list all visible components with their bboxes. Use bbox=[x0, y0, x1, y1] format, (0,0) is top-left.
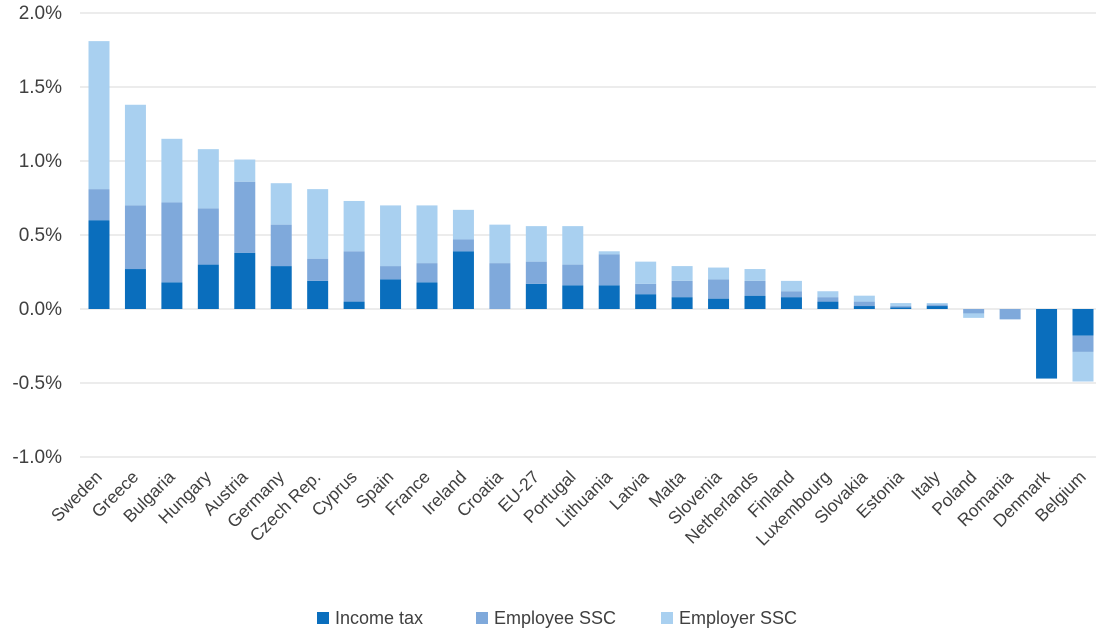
bar-segment-belgium-employee-ssc bbox=[1072, 335, 1094, 352]
bar-segment-ireland-employee-ssc bbox=[452, 239, 474, 252]
y-tick-label: 0.5% bbox=[19, 225, 62, 246]
bar-segment-lithuania-employee-ssc bbox=[598, 254, 620, 286]
bar-segment-malta-income-tax bbox=[671, 297, 693, 309]
bar-segment-austria-income-tax bbox=[234, 252, 256, 309]
bar-segment-cyprus-employer-ssc bbox=[343, 200, 365, 252]
bar-segment-spain-income-tax bbox=[380, 279, 402, 309]
bar-segment-netherlands-employee-ssc bbox=[744, 280, 766, 296]
bar-segment-slovakia-employer-ssc bbox=[853, 295, 875, 302]
bar-segment-estonia-income-tax bbox=[890, 307, 912, 309]
legend-label: Employee SSC bbox=[494, 608, 616, 628]
y-tick-label: 1.5% bbox=[19, 77, 62, 98]
bar-segment-denmark-income-tax bbox=[1036, 309, 1058, 379]
bar-segment-croatia-employee-ssc bbox=[489, 263, 511, 309]
legend-label: Employer SSC bbox=[679, 608, 797, 628]
legend-swatch bbox=[317, 612, 329, 624]
bar-segment-czech-rep--income-tax bbox=[307, 280, 329, 309]
bar-segment-eu-27-employee-ssc bbox=[525, 261, 547, 284]
bar-segment-spain-employee-ssc bbox=[380, 266, 402, 280]
bar-segment-italy-income-tax bbox=[926, 306, 948, 309]
bar-segment-germany-employee-ssc bbox=[270, 224, 292, 267]
bar-segment-luxembourg-income-tax bbox=[817, 301, 839, 309]
bar-segment-france-employer-ssc bbox=[416, 205, 438, 264]
bar-segment-italy-employer-ssc bbox=[926, 303, 948, 305]
bar-segment-netherlands-employer-ssc bbox=[744, 269, 766, 281]
bar-segment-slovenia-income-tax bbox=[708, 298, 730, 309]
bar-segment-czech-rep--employer-ssc bbox=[307, 189, 329, 259]
bar-segment-sweden-income-tax bbox=[88, 220, 110, 309]
bar-segment-italy-employee-ssc bbox=[926, 304, 948, 307]
bar-segment-portugal-income-tax bbox=[562, 285, 584, 309]
bar-segment-portugal-employer-ssc bbox=[562, 226, 584, 265]
bar-segment-netherlands-income-tax bbox=[744, 295, 766, 309]
bar-segment-belgium-employer-ssc bbox=[1072, 351, 1094, 382]
x-axis-category-labels: SwedenGreeceBulgariaHungaryAustriaGerman… bbox=[47, 466, 1090, 549]
bar-segment-czech-rep--employee-ssc bbox=[307, 258, 329, 281]
bar-segment-finland-income-tax bbox=[780, 297, 802, 309]
bar-segment-france-employee-ssc bbox=[416, 263, 438, 283]
bar-segment-poland-employer-ssc bbox=[963, 313, 985, 318]
bar-segment-sweden-employee-ssc bbox=[88, 189, 110, 221]
gridlines bbox=[80, 12, 1096, 458]
bar-segment-estonia-employee-ssc bbox=[890, 306, 912, 308]
bar-segment-slovakia-employee-ssc bbox=[853, 301, 875, 307]
bar-segment-ireland-income-tax bbox=[452, 251, 474, 309]
bar-segment-ireland-employer-ssc bbox=[452, 209, 474, 240]
bar-segment-slovenia-employee-ssc bbox=[708, 279, 730, 299]
bar-segment-romania-employee-ssc bbox=[999, 309, 1021, 320]
bar-segment-hungary-income-tax bbox=[197, 264, 219, 309]
bar-segment-finland-employer-ssc bbox=[780, 280, 802, 292]
bar-segment-germany-income-tax bbox=[270, 266, 292, 309]
bar-segment-lithuania-employer-ssc bbox=[598, 251, 620, 255]
bar-segment-greece-income-tax bbox=[124, 269, 146, 309]
y-tick-label: 2.0% bbox=[19, 3, 62, 24]
bar-segment-croatia-employer-ssc bbox=[489, 224, 511, 264]
bar-segment-hungary-employer-ssc bbox=[197, 149, 219, 209]
bar-segment-latvia-employee-ssc bbox=[635, 283, 657, 295]
bar-segment-malta-employee-ssc bbox=[671, 280, 693, 298]
bar-segment-sweden-employer-ssc bbox=[88, 41, 110, 190]
bar-segment-bulgaria-income-tax bbox=[161, 282, 183, 309]
bar-segment-cyprus-income-tax bbox=[343, 301, 365, 309]
legend-swatch bbox=[661, 612, 673, 624]
bar-segment-bulgaria-employee-ssc bbox=[161, 202, 183, 283]
y-tick-label: 1.0% bbox=[19, 151, 62, 172]
legend: Income tax Employee SSC Employer SSC bbox=[317, 608, 797, 628]
bars bbox=[88, 41, 1094, 382]
bar-segment-slovakia-income-tax bbox=[853, 306, 875, 309]
bar-segment-eu-27-employer-ssc bbox=[525, 226, 547, 262]
legend-swatch bbox=[476, 612, 488, 624]
bar-segment-luxembourg-employee-ssc bbox=[817, 297, 839, 302]
bar-segment-germany-employer-ssc bbox=[270, 183, 292, 225]
bar-segment-france-income-tax bbox=[416, 282, 438, 309]
y-tick-label: -1.0% bbox=[12, 447, 62, 468]
bar-segment-malta-employer-ssc bbox=[671, 266, 693, 281]
bar-segment-lithuania-income-tax bbox=[598, 285, 620, 309]
y-tick-label: 0.0% bbox=[19, 299, 62, 320]
bar-segment-slovenia-employer-ssc bbox=[708, 267, 730, 280]
bar-segment-latvia-income-tax bbox=[635, 294, 657, 309]
y-axis-tick-labels: -1.0% -0.5% 0.0% 0.5% 1.0% 1.5% 2.0% bbox=[12, 3, 62, 468]
bar-segment-poland-employee-ssc bbox=[963, 309, 985, 314]
bar-segment-cyprus-employee-ssc bbox=[343, 251, 365, 302]
bar-segment-spain-employer-ssc bbox=[380, 205, 402, 267]
bar-segment-finland-employee-ssc bbox=[780, 291, 802, 298]
bar-segment-austria-employee-ssc bbox=[234, 181, 256, 253]
bar-segment-austria-employer-ssc bbox=[234, 159, 256, 182]
y-tick-label: -0.5% bbox=[12, 373, 62, 394]
bar-segment-bulgaria-employer-ssc bbox=[161, 138, 183, 203]
bar-segment-greece-employee-ssc bbox=[124, 205, 146, 270]
x-category-label: Latvia bbox=[605, 467, 652, 514]
bar-segment-belgium-income-tax bbox=[1072, 309, 1094, 336]
bar-segment-luxembourg-employer-ssc bbox=[817, 291, 839, 298]
bar-segment-hungary-employee-ssc bbox=[197, 208, 219, 265]
bar-segment-estonia-employer-ssc bbox=[890, 303, 912, 307]
bar-segment-greece-employer-ssc bbox=[124, 104, 146, 206]
legend-label: Income tax bbox=[335, 608, 423, 628]
bar-segment-portugal-employee-ssc bbox=[562, 264, 584, 286]
bar-segment-latvia-employer-ssc bbox=[635, 261, 657, 284]
bar-segment-eu-27-income-tax bbox=[525, 283, 547, 309]
